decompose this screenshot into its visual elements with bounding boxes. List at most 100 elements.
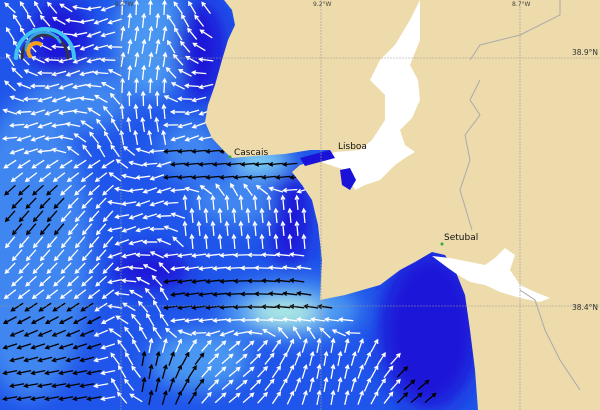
current-arrow <box>9 356 25 363</box>
current-arrow <box>344 363 350 379</box>
current-arrow <box>147 0 153 16</box>
current-arrow <box>390 352 401 365</box>
current-arrow <box>198 83 214 90</box>
current-arrow <box>155 38 161 55</box>
current-arrow <box>94 94 108 104</box>
current-arrow <box>281 161 298 167</box>
current-arrow <box>115 158 129 169</box>
current-arrow <box>282 291 298 297</box>
current-arrow <box>301 338 308 353</box>
current-arrow <box>79 329 95 337</box>
current-arrow <box>350 376 357 392</box>
current-arrow <box>51 356 67 363</box>
current-arrow <box>172 53 184 66</box>
current-arrow <box>252 194 258 211</box>
current-arrow <box>246 304 263 310</box>
current-arrow <box>176 174 193 180</box>
current-arrow <box>95 275 107 287</box>
land <box>205 0 600 410</box>
current-arrow <box>264 378 275 391</box>
current-arrow <box>32 262 44 275</box>
current-arrow <box>188 0 197 15</box>
current-arrow <box>79 356 95 363</box>
current-arrow <box>161 0 167 16</box>
current-arrow <box>81 223 93 236</box>
current-arrow <box>370 338 379 353</box>
current-arrow <box>16 316 31 324</box>
place-lisboa[interactable]: Lisboa <box>338 142 367 152</box>
current-arrow <box>174 390 183 405</box>
current-arrow <box>259 233 265 250</box>
current-arrow <box>16 135 32 142</box>
current-arrow <box>32 210 44 223</box>
current-arrow <box>410 392 423 404</box>
current-arrow <box>100 31 116 38</box>
current-arrow <box>8 122 25 128</box>
current-arrow <box>89 131 100 144</box>
current-arrow <box>316 389 322 405</box>
current-arrow <box>253 161 270 167</box>
current-arrow <box>204 174 221 180</box>
current-arrow <box>60 210 72 223</box>
current-arrow <box>32 236 44 249</box>
current-arrow <box>187 390 197 405</box>
current-arrow <box>15 109 32 115</box>
current-arrow <box>309 376 315 392</box>
current-arrow <box>44 109 60 116</box>
current-arrow <box>231 207 237 224</box>
current-arrow <box>30 316 45 324</box>
current-arrow <box>232 174 249 180</box>
current-arrow <box>230 182 239 197</box>
current-arrow <box>277 326 289 339</box>
current-arrow <box>58 369 74 376</box>
current-arrow <box>24 172 38 183</box>
current-arrow <box>65 383 81 389</box>
current-arrow <box>102 236 114 249</box>
current-arrow <box>65 97 81 103</box>
current-arrow <box>306 325 316 340</box>
current-arrow <box>199 29 213 39</box>
current-arrow <box>177 279 193 284</box>
current-arrow <box>274 252 291 258</box>
current-arrow <box>205 278 221 284</box>
current-arrow <box>124 326 135 339</box>
current-arrow <box>39 197 51 209</box>
place-setubal[interactable]: Setubal <box>444 233 478 243</box>
current-arrow <box>51 70 67 77</box>
current-arrow <box>4 236 16 249</box>
current-arrow <box>357 338 364 353</box>
lon-label: 9.7°W <box>115 1 134 8</box>
current-arrow <box>184 186 200 193</box>
current-arrow <box>357 364 364 379</box>
current-arrow <box>141 12 147 29</box>
current-arrow <box>24 302 38 312</box>
place-cascais[interactable]: Cascais <box>234 148 268 158</box>
current-arrow <box>111 117 120 132</box>
current-arrow <box>128 160 144 167</box>
current-arrow <box>141 64 147 81</box>
current-arrow <box>86 31 102 38</box>
current-arrow <box>301 207 307 224</box>
current-arrow <box>9 148 25 155</box>
current-arrow <box>108 172 122 182</box>
current-arrow <box>163 279 179 284</box>
current-arrow <box>310 317 326 322</box>
current-arrow <box>239 161 256 167</box>
current-arrow <box>293 325 302 340</box>
current-arrow <box>151 274 163 287</box>
gauge-icon[interactable] <box>14 27 76 60</box>
current-arrow <box>65 356 81 363</box>
current-arrow <box>19 1 29 15</box>
current-arrow <box>197 161 214 167</box>
current-arrow <box>217 207 223 224</box>
current-arrow <box>65 18 81 23</box>
current-arrow <box>189 207 195 224</box>
current-arrow <box>66 172 80 183</box>
current-arrow <box>58 83 74 90</box>
current-arrow <box>4 80 16 92</box>
current-arrow <box>66 302 80 312</box>
current-arrow <box>88 262 100 275</box>
current-arrow <box>184 135 200 142</box>
current-arrow <box>162 200 179 206</box>
